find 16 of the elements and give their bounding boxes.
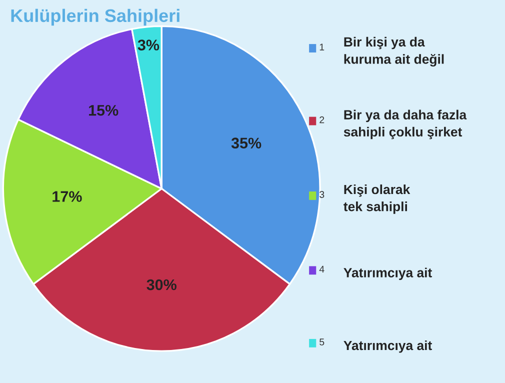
data-label: 35%: [231, 138, 262, 149]
text: Bir kişi ya da kuruma ait değil: [344, 36, 444, 67]
text: Bir ya da daha fazla sahipli çoklu şirket: [344, 110, 467, 140]
text: Yatırımcıya ait: [344, 268, 432, 280]
data-label: 15%: [89, 104, 118, 116]
legend-label: 2: [320, 116, 324, 124]
data-label: 17%: [52, 191, 82, 202]
chart-title: Kulüplerin Sahipleri: [11, 8, 180, 26]
text: Kişi olarak tek sahipli: [344, 184, 410, 214]
legend-label: 4: [319, 266, 324, 273]
legend-label: 1: [320, 44, 324, 50]
legend-label: 3: [320, 191, 324, 198]
data-label: 3%: [138, 40, 160, 50]
data-label: 30%: [146, 279, 176, 290]
legend-label: 5: [320, 338, 324, 346]
text: Yatırımcıya ait: [344, 340, 432, 353]
